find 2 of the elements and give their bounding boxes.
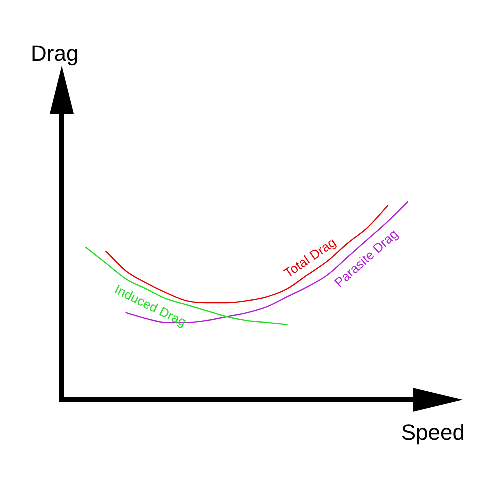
text: Drag <box>31 41 79 66</box>
x-axis-title: Speed <box>401 420 465 445</box>
